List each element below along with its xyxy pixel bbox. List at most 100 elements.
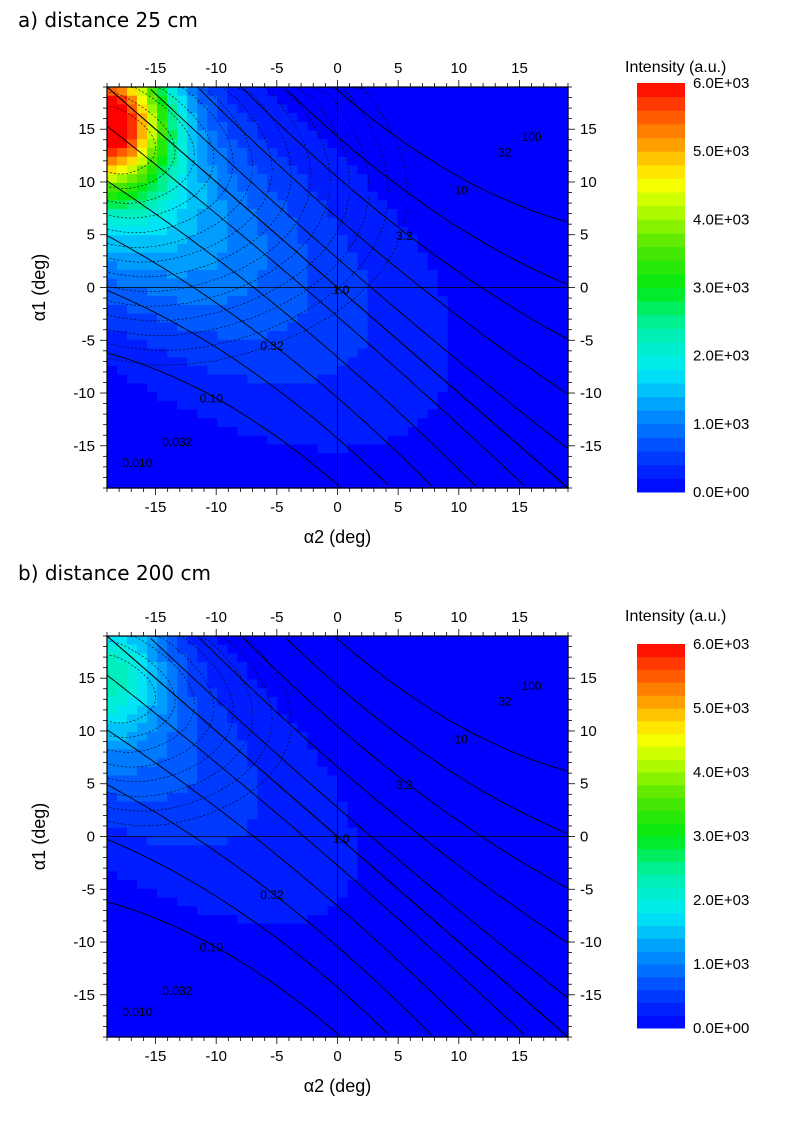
heatmap-cell <box>197 644 208 655</box>
x-tick-label-top: 10 <box>450 609 467 626</box>
heatmap-cell <box>187 130 198 140</box>
heatmap-cell <box>257 383 268 393</box>
heatmap-cell <box>537 914 549 925</box>
heatmap-cell <box>137 461 148 472</box>
heatmap-cell <box>127 296 138 306</box>
heatmap-cell <box>167 113 178 123</box>
heatmap-cell <box>347 418 359 428</box>
heatmap-cell <box>107 357 118 367</box>
heatmap-cell <box>327 1002 339 1012</box>
heatmap-cell <box>287 139 299 149</box>
heatmap-cell <box>427 87 439 97</box>
heatmap-cell <box>327 479 339 489</box>
heatmap-cell <box>317 731 329 742</box>
heatmap-cell <box>177 409 188 419</box>
heatmap-cell <box>197 426 208 437</box>
heatmap-cell <box>527 130 539 140</box>
heatmap-cell <box>457 339 469 350</box>
heatmap-cell <box>397 740 409 750</box>
heatmap-cell <box>497 261 509 271</box>
heatmap-cell <box>167 287 178 297</box>
colorbar-band <box>637 96 685 111</box>
heatmap-cell <box>237 348 248 358</box>
heatmap-cell <box>467 749 479 759</box>
heatmap-cell <box>267 209 278 219</box>
heatmap-cell <box>417 95 429 106</box>
colorbar-band <box>637 976 685 991</box>
heatmap-cell <box>507 331 519 341</box>
heatmap-cell <box>447 801 459 811</box>
heatmap-cell <box>207 418 218 428</box>
heatmap-cell <box>517 400 529 411</box>
heatmap-cell <box>187 697 198 707</box>
heatmap-cell <box>537 749 549 759</box>
heatmap-cell <box>247 95 258 106</box>
heatmap-cell <box>177 949 188 960</box>
heatmap-cell <box>287 104 299 114</box>
heatmap-cell <box>177 113 188 123</box>
heatmap-cell <box>507 270 519 280</box>
heatmap-cell <box>247 853 258 864</box>
heatmap-cell <box>327 862 339 872</box>
heatmap-cell <box>317 139 329 149</box>
heatmap-cell <box>377 967 389 977</box>
heatmap-cell <box>217 880 228 890</box>
colorbar-band <box>637 874 685 888</box>
heatmap-cell <box>347 662 359 672</box>
heatmap-cell <box>307 453 319 463</box>
heatmap-cell <box>387 479 399 489</box>
heatmap-cell <box>527 165 539 175</box>
heatmap-cell <box>117 836 128 846</box>
heatmap-cell <box>277 435 288 446</box>
heatmap-cell <box>377 636 389 646</box>
heatmap-cell <box>197 853 208 864</box>
heatmap-cell <box>317 670 329 681</box>
heatmap-cell <box>427 644 439 655</box>
heatmap-cell <box>177 958 188 968</box>
heatmap-cell <box>147 914 158 925</box>
iso-ratio-curve <box>106 784 433 1036</box>
heatmap-cell <box>417 880 429 890</box>
heatmap-cell <box>297 845 309 855</box>
heatmap-cell <box>197 880 208 890</box>
colorbar-band <box>637 178 685 193</box>
heatmap-cell <box>257 182 268 193</box>
heatmap-cell <box>327 400 339 411</box>
heatmap-cell <box>187 95 198 106</box>
heatmap-cell <box>187 836 198 846</box>
heatmap-cell <box>107 714 118 724</box>
heatmap-cell <box>217 374 228 384</box>
heatmap-cell <box>417 697 429 707</box>
heatmap-cell <box>267 357 278 367</box>
colorbar-band <box>637 1002 685 1016</box>
heatmap-cell <box>347 435 359 446</box>
heatmap-cell <box>287 888 299 899</box>
heatmap-cell <box>197 932 208 942</box>
heatmap-cell <box>277 121 288 132</box>
heatmap-cell <box>357 418 369 428</box>
heatmap-cell <box>267 435 278 446</box>
heatmap-cell <box>187 1019 198 1029</box>
colorbar-band <box>637 232 685 248</box>
colorbar-title: Intensity (a.u.) <box>625 59 726 76</box>
heatmap-cell <box>317 435 329 446</box>
heatmap-cell <box>347 313 359 323</box>
heatmap-cell <box>517 636 529 646</box>
heatmap-cell <box>467 383 479 393</box>
heatmap-cell <box>217 383 228 393</box>
heatmap-cell <box>267 749 278 759</box>
heatmap-cell <box>147 217 158 228</box>
heatmap-cell <box>357 897 369 907</box>
heatmap-cell <box>137 984 148 995</box>
heatmap-cell <box>317 174 329 184</box>
heatmap-cell <box>237 313 248 323</box>
heatmap-cell <box>257 461 268 472</box>
heatmap-cell <box>267 697 278 707</box>
heatmap-cell <box>467 331 479 341</box>
heatmap-cell <box>237 888 248 899</box>
heatmap-cell <box>477 853 489 864</box>
heatmap-cell <box>417 278 429 289</box>
heatmap-cell <box>127 705 138 716</box>
heatmap-cell <box>377 941 389 951</box>
heatmap-cell <box>107 880 118 890</box>
